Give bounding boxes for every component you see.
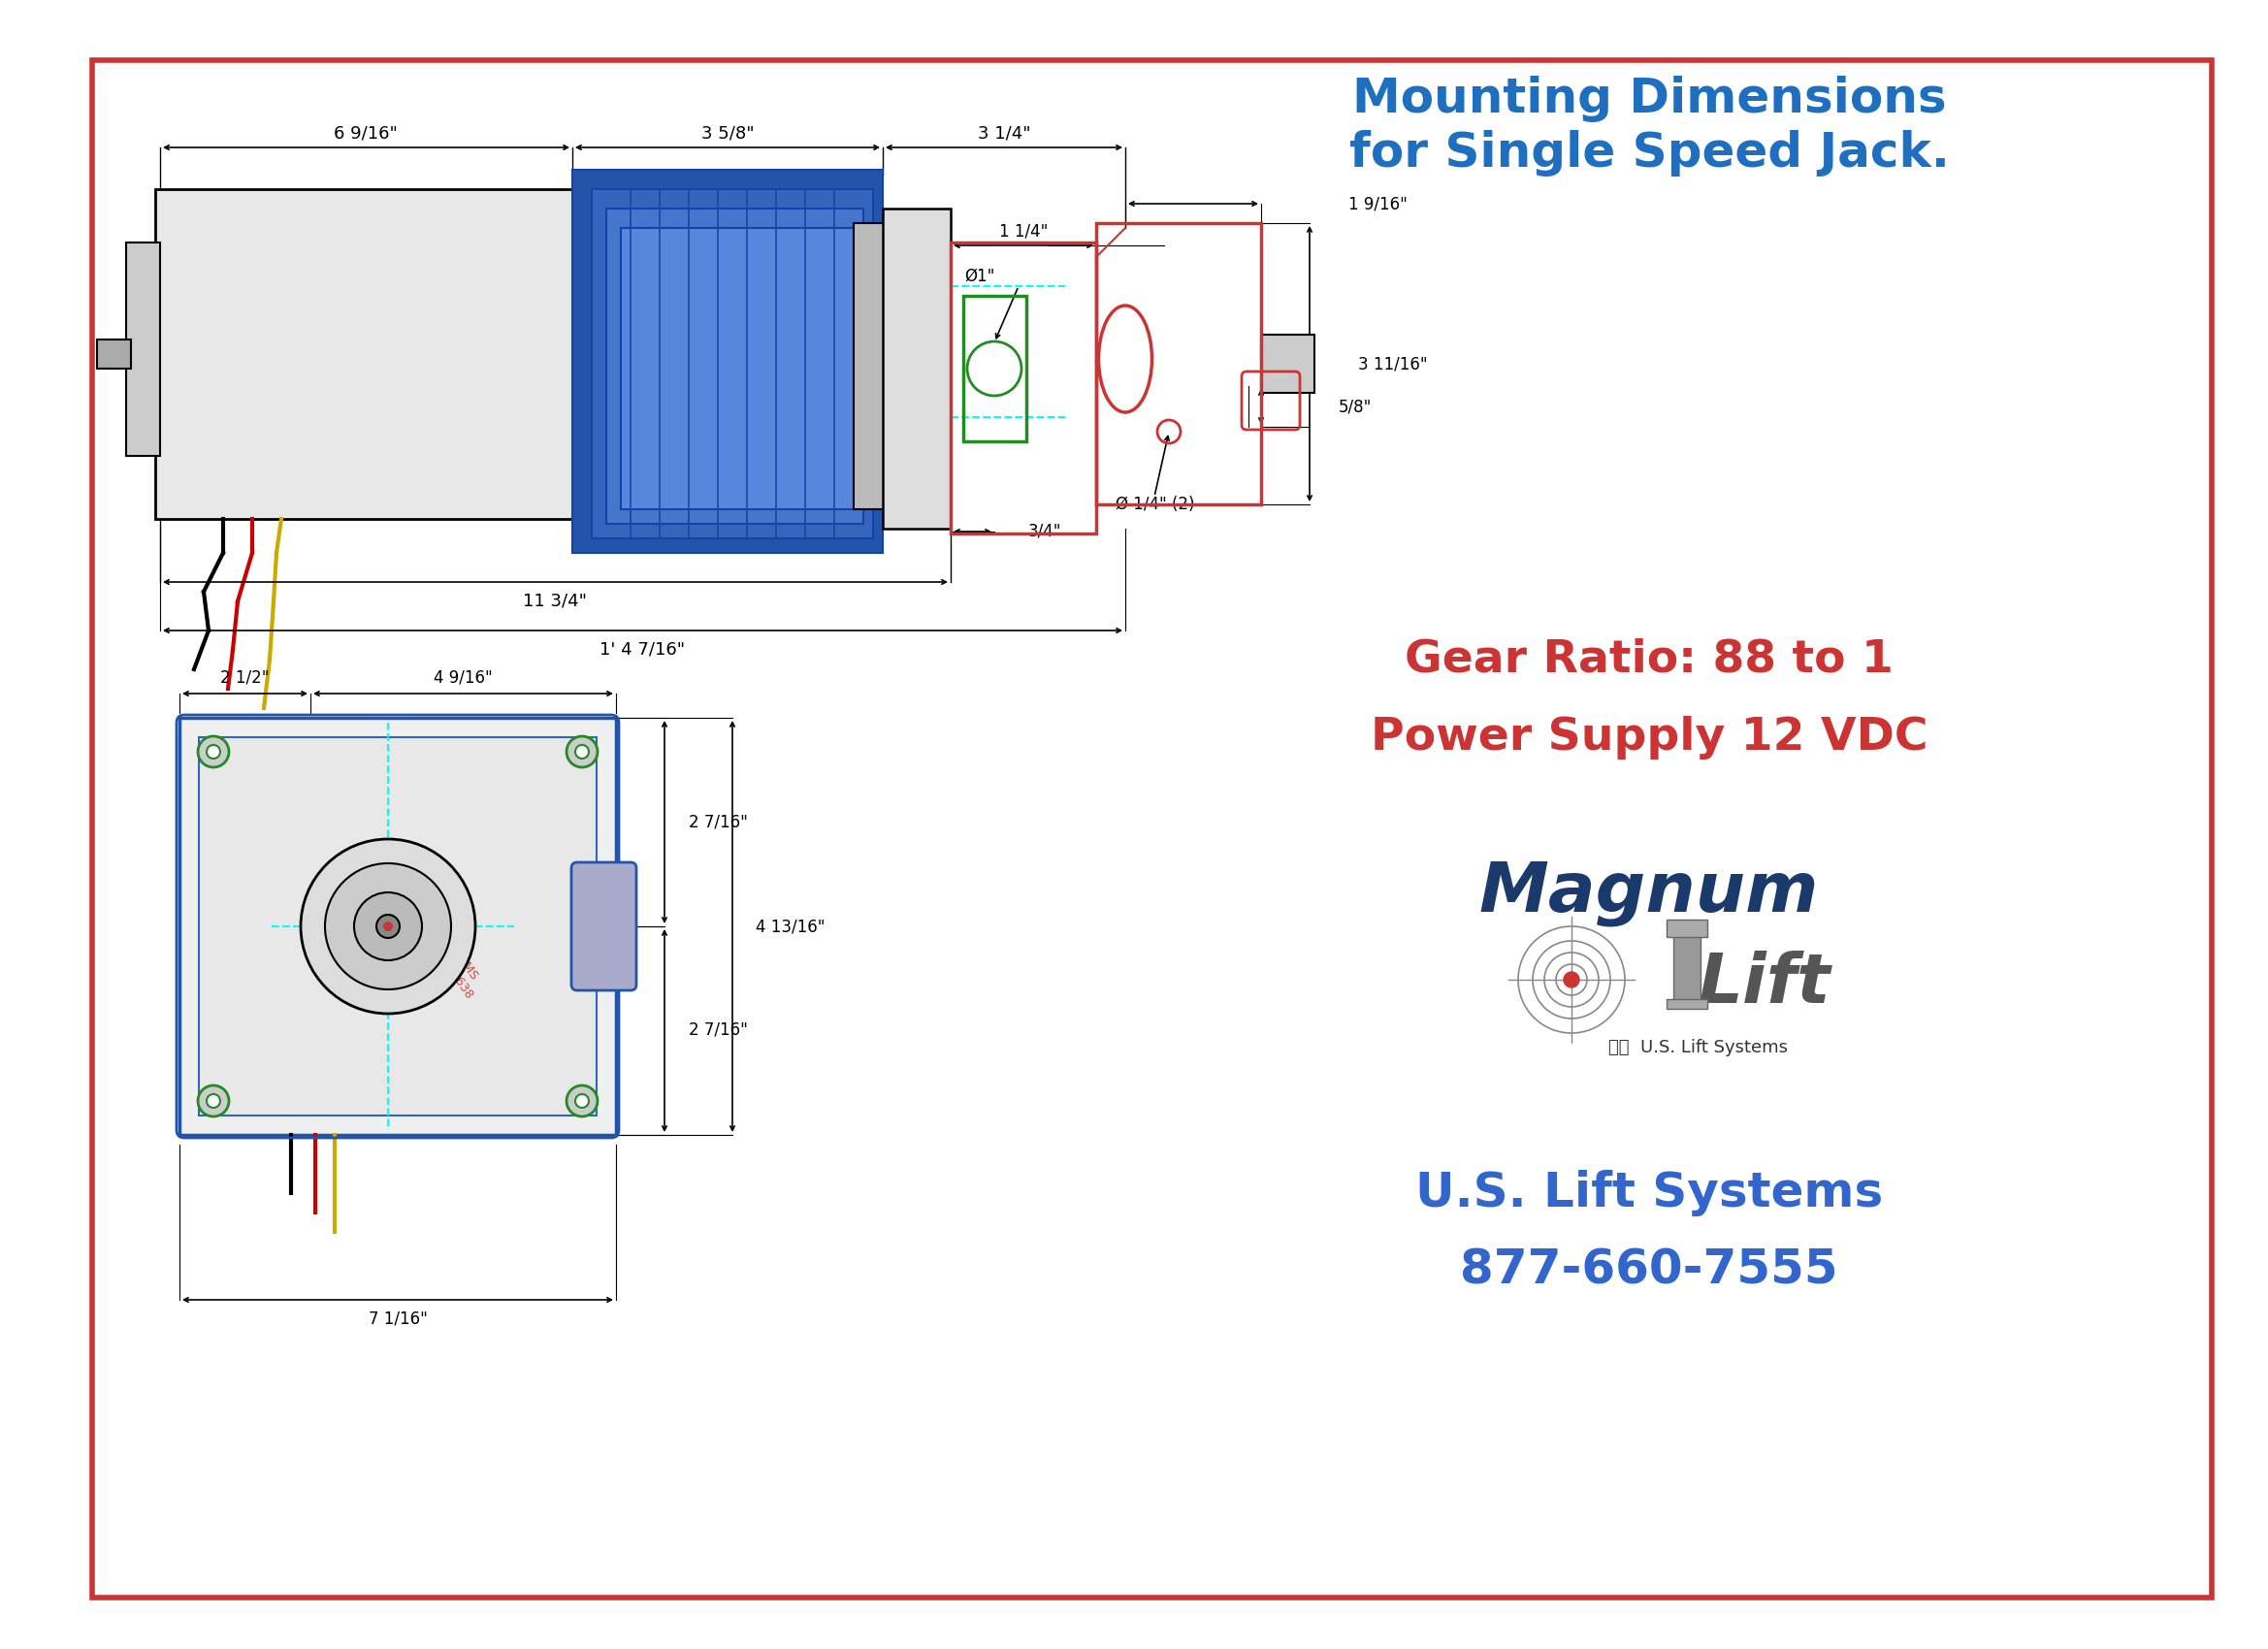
Circle shape bbox=[576, 1095, 590, 1108]
Bar bbox=[882, 208, 950, 529]
Circle shape bbox=[383, 922, 392, 932]
Text: 877-660-7555: 877-660-7555 bbox=[1461, 1247, 1837, 1294]
Bar bbox=[127, 242, 161, 455]
Bar bbox=[179, 717, 617, 1135]
Circle shape bbox=[324, 864, 451, 989]
Circle shape bbox=[567, 1085, 596, 1116]
Bar bbox=[950, 242, 1095, 534]
Text: 4 9/16": 4 9/16" bbox=[433, 668, 492, 686]
Text: Power Supply 12 VDC: Power Supply 12 VDC bbox=[1370, 716, 1928, 759]
Bar bbox=[592, 190, 873, 538]
Circle shape bbox=[354, 892, 422, 960]
Text: Mounting Dimensions
for Single Speed Jack.: Mounting Dimensions for Single Speed Jac… bbox=[1349, 76, 1948, 176]
Text: 2 7/16": 2 7/16" bbox=[687, 1021, 748, 1039]
Bar bbox=[606, 208, 864, 524]
Circle shape bbox=[206, 745, 220, 759]
Text: Ø1": Ø1" bbox=[964, 267, 996, 285]
Circle shape bbox=[302, 839, 476, 1014]
Text: Gear Ratio: 88 to 1: Gear Ratio: 88 to 1 bbox=[1404, 638, 1894, 681]
Circle shape bbox=[567, 735, 596, 767]
Text: 6 9/16": 6 9/16" bbox=[333, 124, 397, 142]
Text: 🇺🇸  U.S. Lift Systems: 🇺🇸 U.S. Lift Systems bbox=[1608, 1039, 1787, 1057]
Bar bbox=[1095, 223, 1261, 505]
Text: Lift: Lift bbox=[1699, 951, 1830, 1017]
Circle shape bbox=[206, 1095, 220, 1108]
Text: 3 5/8": 3 5/8" bbox=[701, 124, 753, 142]
Text: 1 9/16": 1 9/16" bbox=[1349, 195, 1408, 213]
Circle shape bbox=[1563, 971, 1579, 988]
Text: Ø 1/4" (2): Ø 1/4" (2) bbox=[1116, 496, 1195, 513]
Bar bbox=[200, 737, 596, 1115]
Text: U.S. LIFT SYSTEMS
ELLINGTON MO. 63638: U.S. LIFT SYSTEMS ELLINGTON MO. 63638 bbox=[386, 872, 488, 1001]
Text: 1' 4 7/16": 1' 4 7/16" bbox=[599, 641, 685, 658]
Bar bbox=[621, 228, 853, 510]
Bar bbox=[572, 170, 882, 552]
Circle shape bbox=[576, 745, 590, 759]
Circle shape bbox=[197, 735, 229, 767]
Circle shape bbox=[197, 1085, 229, 1116]
Text: 4 13/16": 4 13/16" bbox=[755, 917, 826, 935]
Text: 3/4": 3/4" bbox=[1027, 523, 1061, 541]
FancyBboxPatch shape bbox=[572, 862, 637, 991]
Circle shape bbox=[376, 915, 399, 938]
Text: 2 1/2": 2 1/2" bbox=[220, 668, 270, 686]
Bar bbox=[1261, 335, 1315, 392]
Bar bbox=[98, 340, 132, 369]
Bar bbox=[1667, 999, 1708, 1009]
Text: U.S. Lift Systems: U.S. Lift Systems bbox=[1415, 1169, 1882, 1217]
Text: 11 3/4": 11 3/4" bbox=[524, 592, 587, 610]
Bar bbox=[1667, 920, 1708, 937]
Bar bbox=[1674, 927, 1701, 1004]
Text: Magnum: Magnum bbox=[1479, 859, 1819, 925]
Text: 7 1/16": 7 1/16" bbox=[367, 1311, 426, 1327]
Bar bbox=[154, 190, 572, 519]
Bar bbox=[964, 295, 1027, 442]
Text: 3 11/16": 3 11/16" bbox=[1359, 355, 1427, 373]
Text: 1 1/4": 1 1/4" bbox=[998, 223, 1048, 239]
Text: 2 7/16": 2 7/16" bbox=[687, 813, 748, 831]
Text: 3 1/4": 3 1/4" bbox=[978, 124, 1030, 142]
Text: 5/8": 5/8" bbox=[1338, 397, 1372, 416]
Bar bbox=[853, 223, 887, 510]
